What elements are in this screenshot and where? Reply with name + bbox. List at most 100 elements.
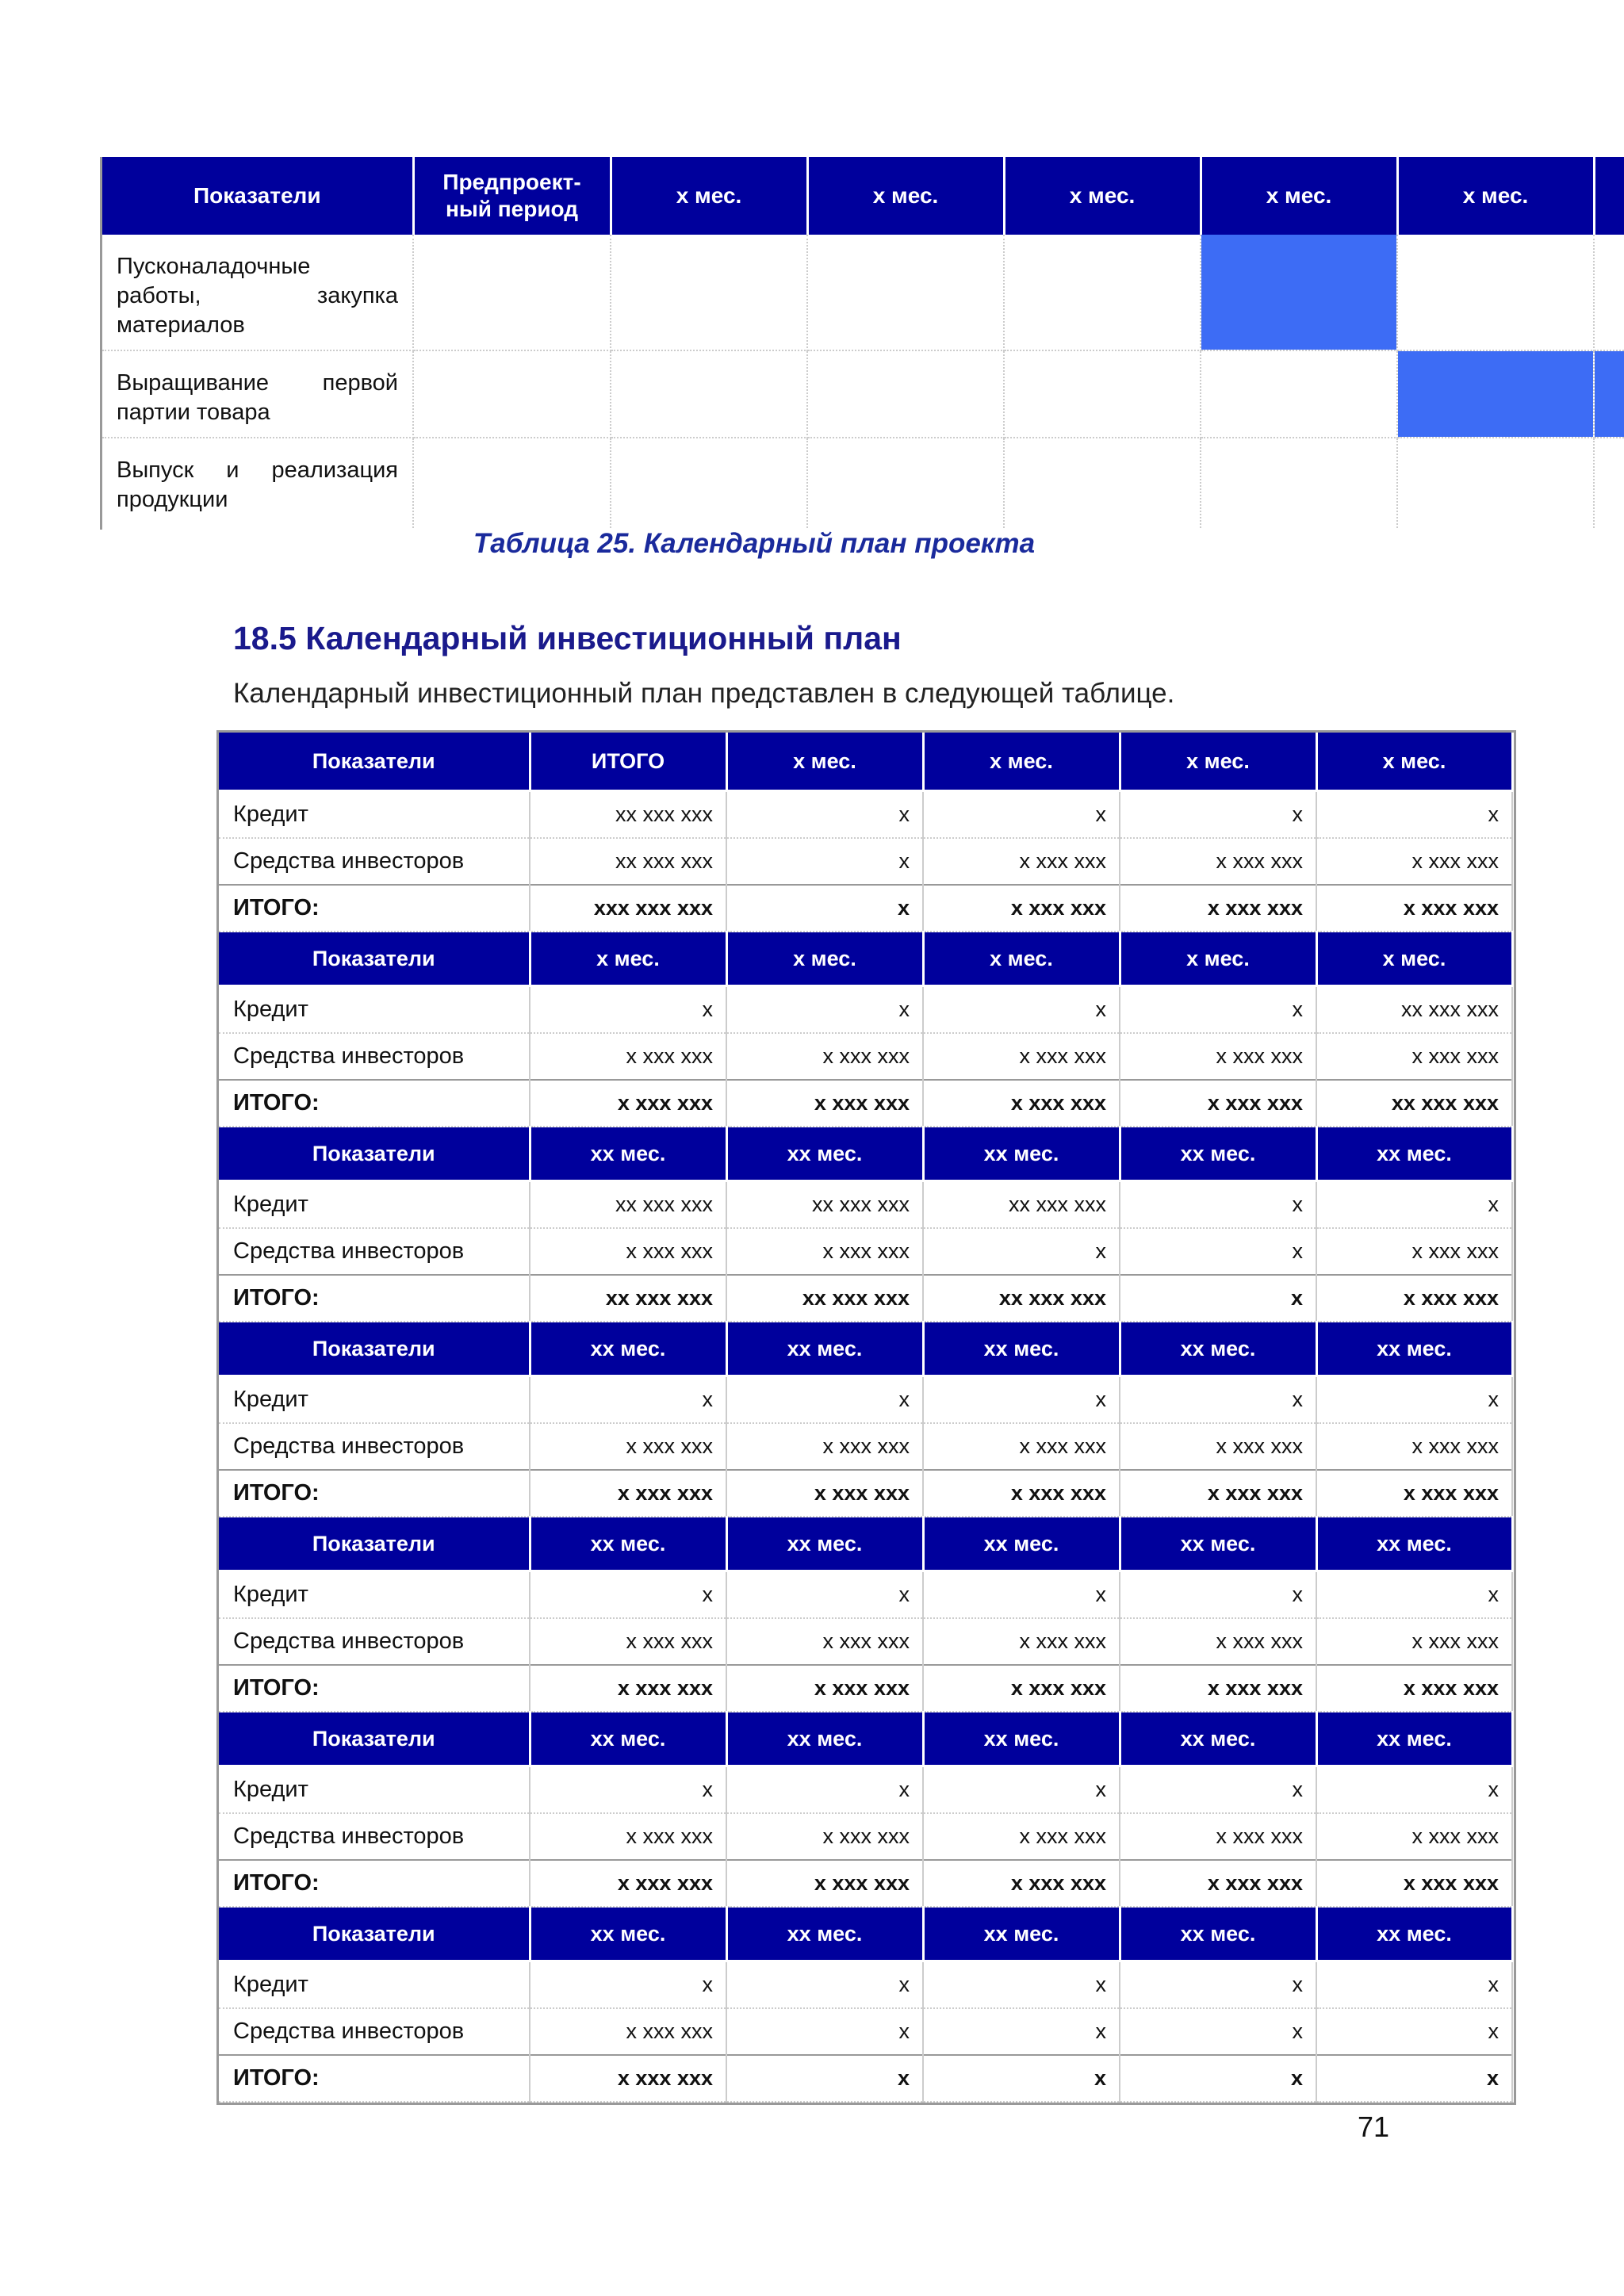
gantt-cell [1397, 235, 1595, 351]
data-row: Кредит x x x x xx xxx xxx [219, 985, 1513, 1034]
header-cell: xx мес. [726, 1322, 925, 1377]
data-row: ИТОГО: x xxx xxx x xxx xxx x xxx xxx x xxx x… [219, 1079, 1513, 1127]
header-cell: x мес. [726, 733, 925, 792]
cell: x [923, 2054, 1120, 2103]
cell: x [923, 2008, 1120, 2056]
row-label: Кредит [219, 1376, 530, 1424]
gantt-cell [1594, 438, 1624, 530]
cell: x [1120, 1961, 1317, 2009]
cell: x xxx xxx [1316, 1423, 1513, 1471]
row-label: Средства инвесторов [219, 1618, 530, 1666]
header-cell: Показатели [219, 733, 531, 792]
cell: x [726, 1376, 924, 1424]
page-number: 71 [1358, 2110, 1390, 2143]
row-label: ИТОГО: [219, 1469, 530, 1517]
cell: x [530, 985, 727, 1034]
cell: x xxx xxx [923, 1423, 1120, 1471]
cell: xx xxx xxx [1316, 985, 1513, 1034]
cell: xx xxx xxx [530, 838, 727, 886]
cell: x xxx xxx [923, 1618, 1120, 1666]
cell: x [726, 790, 924, 839]
header-cell: Показатели [219, 1907, 531, 1962]
header-cell: xx мес. [923, 1907, 1121, 1962]
cell: x xxx xxx [1120, 1664, 1317, 1712]
invest-table: Показатели ИТОГО x мес. x мес. x мес. x мес. К… [219, 733, 1514, 2103]
header-cell: x мес. [1120, 932, 1318, 987]
cell: x [1120, 1766, 1317, 1814]
cell: x xxx xxx [923, 838, 1120, 886]
header-cell: ИТОГО [530, 733, 728, 792]
header-cell: x мес. [1201, 157, 1399, 235]
cell: x [1120, 1376, 1317, 1424]
row-label: Кредит [219, 1571, 530, 1619]
cell: x [1120, 1228, 1317, 1276]
header-cell: x мес. [611, 157, 809, 235]
header-cell: xx мес. [923, 1517, 1121, 1572]
cell: x [923, 1376, 1120, 1424]
header-cell: xx мес. [1120, 1517, 1318, 1572]
header-row: Показатели xx мес. xx мес. xx мес. xx мес. xx… [219, 1322, 1514, 1377]
cell: x xxx xxx [923, 1079, 1120, 1127]
header-cell: x мес. [726, 932, 925, 987]
cell: x [1316, 1181, 1513, 1229]
header-row: Показатели xx мес. xx мес. xx мес. xx мес. xx… [219, 1517, 1514, 1572]
row-label: Средства инвесторов [219, 2008, 530, 2056]
invest-table-wrap: Показатели ИТОГО x мес. x мес. x мес. x мес. К… [216, 730, 1516, 2105]
cell: x xxx xxx [1316, 1228, 1513, 1276]
cell: xx xxx xxx [1316, 1079, 1513, 1127]
cell: x [1120, 1181, 1317, 1229]
header-cell: xx мес. [1316, 1127, 1514, 1182]
cell: x [726, 2008, 924, 2056]
header-cell: x мес. [530, 932, 728, 987]
cell: x xxx xxx [923, 884, 1120, 932]
row-label: Средства инвесторов [219, 1228, 530, 1276]
cell: x xxx xxx [726, 1228, 924, 1276]
cell: x xxx xxx [1120, 1423, 1317, 1471]
cell: x xxx xxx [1316, 1469, 1513, 1517]
cell: x [1120, 2008, 1317, 2056]
cell: x xxx xxx [1120, 1079, 1317, 1127]
header-cell: xx мес. [530, 1712, 728, 1767]
cell: x [1316, 2054, 1513, 2103]
row-label: Выпуск и реализация продукции [102, 438, 414, 530]
cell: x [1120, 1274, 1317, 1322]
gantt-cell [807, 235, 1005, 351]
header-row: Показатели ИТОГО x мес. x мес. x мес. x мес. [219, 733, 1514, 792]
cell: x xxx xxx [923, 1469, 1120, 1517]
gantt-table-wrap: Показатели Предпроект- ный период x мес. x … [100, 157, 1624, 530]
cell: x [923, 1571, 1120, 1619]
cell: x [1316, 790, 1513, 839]
header-cell: xx мес. [530, 1322, 728, 1377]
cell: x xxx xxx [530, 1423, 727, 1471]
cell: x xxx xxx [1316, 1618, 1513, 1666]
header-cell: xx мес. [726, 1712, 925, 1767]
data-row: ИТОГО: xx xxx xxx xx xxx xxx xx xxx xxx x x x… [219, 1274, 1513, 1322]
row-label: ИТОГО: [219, 1079, 530, 1127]
data-row: ИТОГО: x xxx xxx x xxx xxx x xxx xxx x xxx x… [219, 1664, 1513, 1712]
data-row: Кредит x x x x x [219, 1376, 1513, 1424]
header-row: Показатели xx мес. xx мес. xx мес. xx мес. xx… [219, 1907, 1514, 1962]
cell: x xxx xxx [1120, 884, 1317, 932]
header-cell: xx мес. [1316, 1907, 1514, 1962]
data-row: Средства инвесторов xx xxx xxx x x xxx xxx x… [219, 838, 1513, 886]
gantt-cell [1004, 235, 1201, 351]
row-label: Кредит [219, 1961, 530, 2009]
cell: x xxx xxx [1316, 1813, 1513, 1861]
cell: x xxx xxx [726, 1079, 924, 1127]
cell: xx xxx xxx [530, 790, 727, 839]
header-cell: xx мес. [530, 1907, 728, 1962]
cell: x xxx xxx [530, 2054, 727, 2103]
cell: x xxx xxx [726, 1664, 924, 1712]
gantt-row: Выращивание первой партии товара [102, 350, 1624, 438]
header-cell: xx мес. [726, 1517, 925, 1572]
gantt-cell [1201, 438, 1398, 530]
gantt-cell [1594, 350, 1624, 438]
header-cell: x мес. [1004, 157, 1202, 235]
data-row: Средства инвесторов x xxx xxx x xxx xxx x x… [219, 1423, 1513, 1471]
cell: x [1120, 1571, 1317, 1619]
header-cell: Показатели [219, 932, 531, 987]
header-cell: Показатели [219, 1322, 531, 1377]
row-label: Средства инвесторов [219, 1423, 530, 1471]
row-label: Пусконаладочные работы, закупка материал… [102, 235, 414, 351]
cell: x xxx xxx [1120, 1469, 1317, 1517]
